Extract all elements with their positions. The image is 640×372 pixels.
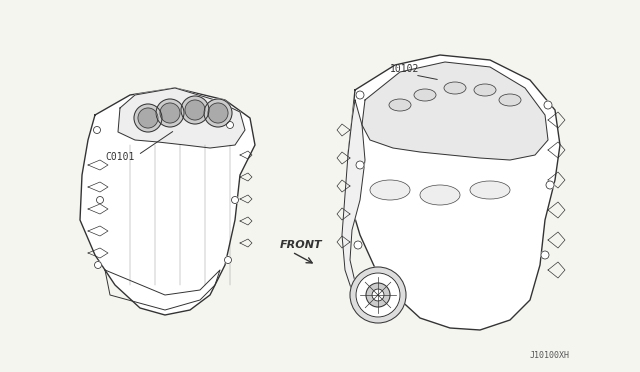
Circle shape [160, 103, 180, 123]
Circle shape [204, 99, 232, 127]
Circle shape [366, 283, 390, 307]
Circle shape [354, 241, 362, 249]
Ellipse shape [370, 180, 410, 200]
Circle shape [350, 267, 406, 323]
Polygon shape [362, 62, 548, 160]
Circle shape [541, 251, 549, 259]
Ellipse shape [474, 84, 496, 96]
Circle shape [546, 181, 554, 189]
Circle shape [225, 257, 232, 263]
Circle shape [544, 101, 552, 109]
Circle shape [134, 104, 162, 132]
Polygon shape [118, 88, 245, 148]
Polygon shape [348, 55, 560, 330]
Circle shape [372, 289, 384, 301]
Ellipse shape [499, 94, 521, 106]
Text: C0101: C0101 [105, 152, 134, 162]
Text: FRONT: FRONT [280, 240, 323, 250]
Ellipse shape [444, 82, 466, 94]
Circle shape [356, 91, 364, 99]
Circle shape [227, 122, 234, 128]
Circle shape [356, 273, 400, 317]
Circle shape [185, 100, 205, 120]
Circle shape [181, 96, 209, 124]
Ellipse shape [414, 89, 436, 101]
Circle shape [93, 126, 100, 134]
Text: J10100XH: J10100XH [530, 351, 570, 360]
Circle shape [156, 99, 184, 127]
Circle shape [356, 161, 364, 169]
Ellipse shape [470, 181, 510, 199]
Circle shape [138, 108, 158, 128]
Ellipse shape [420, 185, 460, 205]
Polygon shape [342, 100, 375, 310]
Polygon shape [80, 88, 255, 315]
Circle shape [95, 262, 102, 269]
Text: 10102: 10102 [390, 64, 419, 74]
Circle shape [208, 103, 228, 123]
Circle shape [232, 196, 239, 203]
Ellipse shape [389, 99, 411, 111]
Circle shape [97, 196, 104, 203]
